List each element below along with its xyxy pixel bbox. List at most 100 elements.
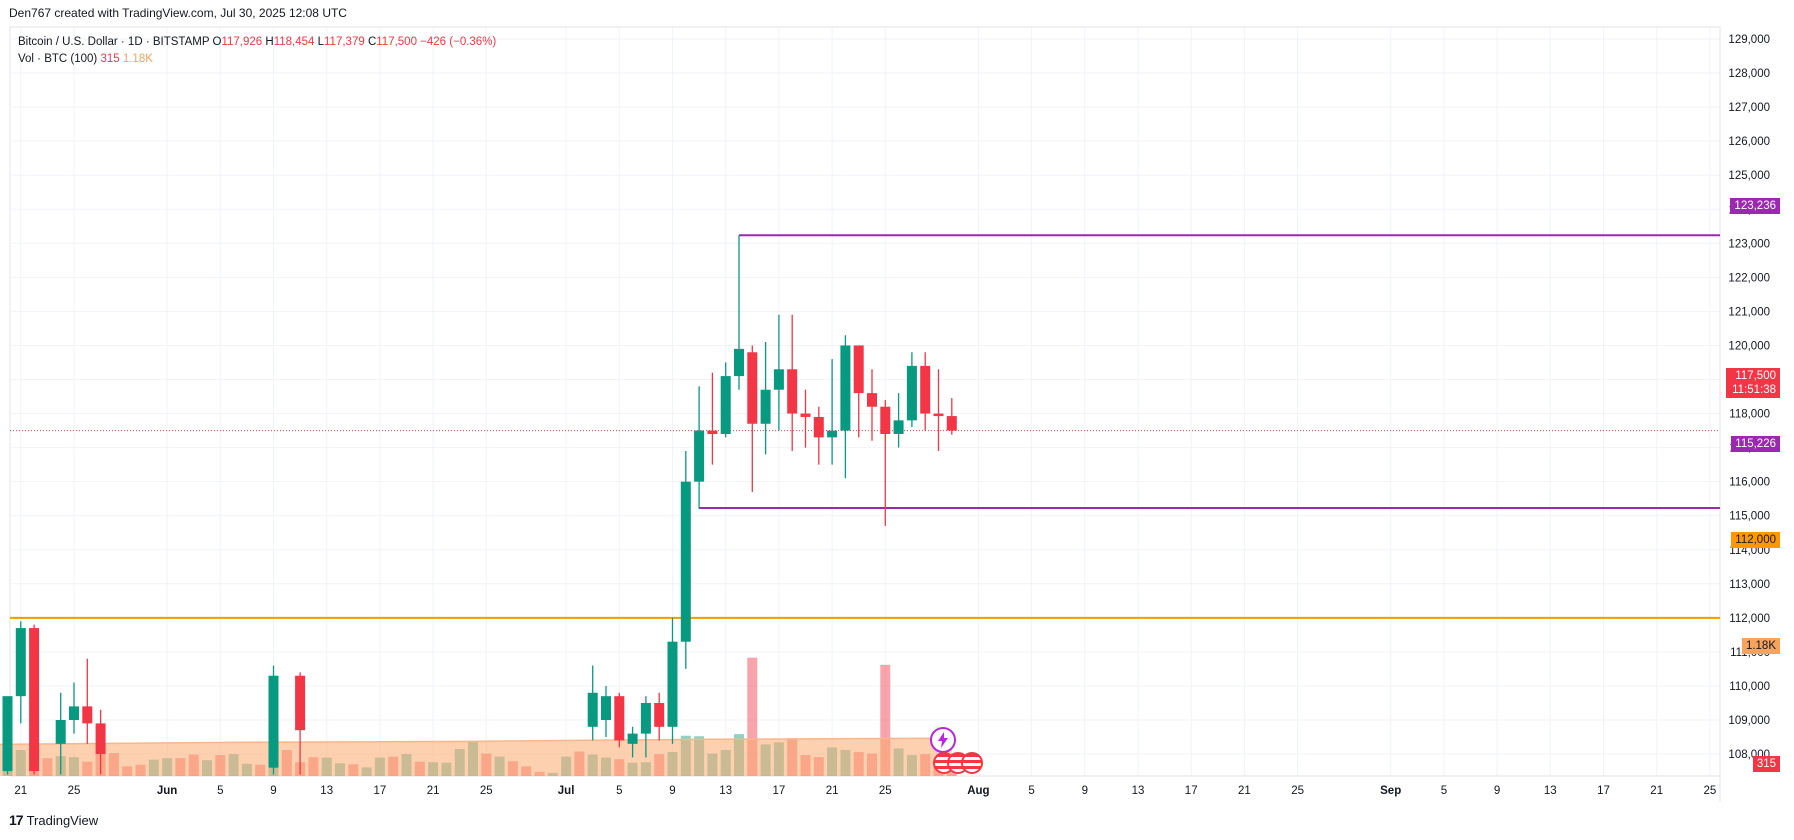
price-tick-label: 118,000 bbox=[1729, 409, 1770, 421]
candle bbox=[268, 665, 279, 775]
open-label: O bbox=[212, 36, 222, 48]
candle-body bbox=[760, 389, 771, 424]
time-tick-label: 9 bbox=[1082, 785, 1088, 797]
candle-body bbox=[933, 413, 944, 417]
candle-body bbox=[893, 420, 904, 434]
level-price-label: 112,000 bbox=[1731, 532, 1780, 548]
time-tick-label: 13 bbox=[320, 785, 333, 797]
time-tick-label: Jul bbox=[558, 785, 575, 797]
time-tick-label: 13 bbox=[719, 785, 732, 797]
candle-body bbox=[906, 365, 917, 421]
price-tick-label: 116,000 bbox=[1729, 477, 1770, 489]
open-value: 117,926 bbox=[221, 36, 263, 48]
price-tick-label: 123,000 bbox=[1728, 238, 1770, 250]
volume-title: Vol · BTC (100) bbox=[18, 53, 98, 65]
horizontal-levels bbox=[10, 234, 1720, 619]
price-tick-label: 110,000 bbox=[1729, 681, 1770, 693]
candle bbox=[747, 345, 758, 492]
time-tick-label: 25 bbox=[1291, 785, 1304, 797]
candle bbox=[893, 393, 904, 448]
time-tick-label: 13 bbox=[1132, 785, 1145, 797]
time-tick-label: 21 bbox=[14, 785, 27, 797]
high-label: H bbox=[265, 36, 274, 48]
candle bbox=[734, 235, 744, 390]
time-tick-label: 25 bbox=[68, 785, 81, 797]
candle-body bbox=[747, 352, 758, 424]
candle-body bbox=[627, 733, 638, 744]
price-tick-label: 127,000 bbox=[1728, 102, 1770, 114]
candle bbox=[720, 362, 731, 438]
close-value: 117,500 bbox=[376, 36, 417, 48]
price-tick-label: 112,000 bbox=[1729, 613, 1770, 625]
price-tick-label: 121,000 bbox=[1728, 306, 1770, 318]
candle-body bbox=[29, 628, 40, 772]
symbol-title: Bitcoin / U.S. Dollar · 1D · BITSTAMP bbox=[18, 36, 210, 48]
candle-body bbox=[82, 706, 93, 724]
last-price-value: 117,500 bbox=[1735, 370, 1776, 382]
candle bbox=[867, 369, 877, 441]
candle-body bbox=[720, 376, 731, 434]
candle-body bbox=[680, 481, 691, 642]
volume-last-price-label: 315 bbox=[1752, 756, 1780, 772]
candle-body bbox=[707, 430, 718, 434]
candle-body bbox=[800, 413, 811, 417]
volume-ma bbox=[0, 737, 952, 776]
candle bbox=[827, 359, 838, 465]
us-economic-event-icon[interactable] bbox=[961, 752, 983, 774]
volume-ma-price-label: 1.18K bbox=[1741, 638, 1780, 654]
chart-grid bbox=[9, 26, 1721, 802]
close-label: C bbox=[367, 36, 377, 48]
price-tick-label: 115,000 bbox=[1729, 511, 1770, 523]
candle-body bbox=[268, 675, 279, 768]
candle-body bbox=[773, 369, 784, 390]
candle-body bbox=[587, 692, 598, 727]
candle bbox=[82, 658, 93, 744]
candle bbox=[2, 696, 13, 775]
candle-body bbox=[601, 696, 611, 720]
brand-name: TradingView bbox=[26, 812, 99, 828]
candle-body bbox=[614, 696, 625, 741]
candle-body bbox=[69, 706, 79, 720]
volume-legend: Vol · BTC (100) 315 1.18K bbox=[18, 51, 496, 68]
candle bbox=[946, 398, 957, 435]
time-tick-label: 5 bbox=[1028, 785, 1034, 797]
candle-body bbox=[667, 641, 678, 727]
countdown-timer: 11:51:38 bbox=[1732, 384, 1776, 396]
candle bbox=[640, 696, 651, 758]
time-tick-label: 9 bbox=[669, 785, 675, 797]
candle-body bbox=[946, 416, 957, 431]
candle-body bbox=[813, 416, 824, 438]
price-tick-label: 126,000 bbox=[1728, 136, 1770, 148]
volume-bar bbox=[880, 664, 891, 776]
time-axis: 21 25 Jun 5 9 13 17 21 25 Jul 5 9 13 17 21 25 Aug 5 9 13 17 2… bbox=[14, 785, 1716, 797]
time-tick-label: 17 bbox=[374, 785, 387, 797]
price-tick-label: 125,000 bbox=[1728, 170, 1770, 182]
candle bbox=[667, 617, 678, 744]
time-tick-label: 9 bbox=[1494, 785, 1500, 797]
volume-value: 315 bbox=[100, 53, 120, 65]
time-tick-label: 25 bbox=[1704, 785, 1717, 797]
volume-ma-line bbox=[0, 737, 952, 746]
candle-body bbox=[654, 702, 665, 727]
events-flash-icon[interactable] bbox=[930, 727, 956, 753]
price-tick-label: 113,000 bbox=[1729, 579, 1770, 591]
time-tick-label: 25 bbox=[879, 785, 892, 797]
candle bbox=[55, 692, 66, 775]
candle bbox=[680, 451, 691, 669]
time-tick-label: 25 bbox=[480, 785, 493, 797]
price-tick-label: 120,000 bbox=[1728, 340, 1770, 352]
candle bbox=[654, 692, 665, 741]
chart-legend: Bitcoin / U.S. Dollar · 1D · BITSTAMP O1… bbox=[18, 34, 496, 68]
candle bbox=[880, 399, 891, 526]
candle bbox=[773, 314, 784, 431]
time-tick-label: Sep bbox=[1380, 785, 1401, 797]
price-tick-label: 128,000 bbox=[1728, 68, 1770, 80]
time-tick-label: 5 bbox=[217, 785, 223, 797]
candle-body bbox=[55, 720, 66, 744]
candle-body bbox=[827, 430, 838, 438]
last-price-label: 117,500 11:51:38 bbox=[1726, 368, 1780, 398]
candle bbox=[760, 342, 771, 455]
time-tick-label: 21 bbox=[826, 785, 839, 797]
volume-ma-area bbox=[0, 738, 952, 776]
